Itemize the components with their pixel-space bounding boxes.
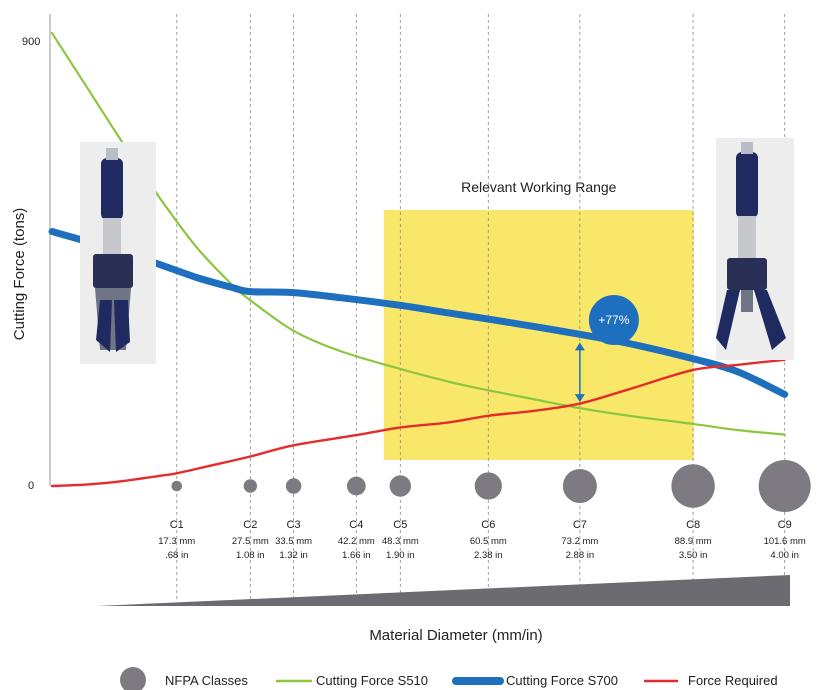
y-tick-top: 900 bbox=[22, 36, 40, 48]
class-in-label: 4.00 in bbox=[770, 550, 799, 561]
class-mm-label: 17.3 mm bbox=[158, 536, 195, 547]
nfpa-class-marker bbox=[474, 472, 502, 500]
class-name-label: C6 bbox=[481, 519, 495, 531]
nfpa-class-marker bbox=[285, 478, 302, 494]
class-mm-label: 101.6 mm bbox=[764, 536, 806, 547]
class-mm-label: 60.5 mm bbox=[470, 536, 507, 547]
class-mm-label: 42.2 mm bbox=[338, 536, 375, 547]
cutter-closed-photo bbox=[80, 142, 156, 364]
class-in-label: 1.08 in bbox=[236, 550, 265, 561]
class-name-label: C2 bbox=[243, 519, 257, 531]
class-mm-label: 27.5 mm bbox=[232, 536, 269, 547]
legend-label-s700: Cutting Force S700 bbox=[506, 673, 618, 688]
working-range-label: Relevant Working Range bbox=[461, 179, 617, 195]
arrow-head-down bbox=[574, 394, 585, 403]
class-name-label: C1 bbox=[170, 519, 184, 531]
legend-nfpa-marker bbox=[120, 667, 146, 690]
legend-label-force: Force Required bbox=[688, 673, 778, 688]
cutter-open-photo bbox=[716, 138, 794, 360]
class-in-label: .68 in bbox=[165, 550, 188, 561]
legend-label-s510: Cutting Force S510 bbox=[316, 673, 428, 688]
nfpa-class-marker bbox=[562, 468, 597, 504]
legend: NFPA Classes Cutting Force S510 Cutting … bbox=[120, 667, 778, 690]
nfpa-class-marker bbox=[389, 475, 412, 497]
percent-label: +77% bbox=[598, 313, 629, 327]
legend-label-nfpa: NFPA Classes bbox=[165, 673, 248, 688]
series-line-force-required bbox=[50, 358, 786, 488]
class-name-label: C3 bbox=[287, 519, 301, 531]
class-name-label: C7 bbox=[573, 519, 587, 531]
class-name-label: C4 bbox=[349, 519, 363, 531]
nfpa-class-marker bbox=[171, 480, 183, 492]
class-mm-label: 73.2 mm bbox=[561, 536, 598, 547]
diameter-wedge bbox=[96, 575, 790, 606]
class-in-label: 2.38 in bbox=[474, 550, 503, 561]
class-mm-label: 88.9 mm bbox=[675, 536, 712, 547]
arrow-head-up bbox=[574, 342, 585, 351]
nfpa-class-marker bbox=[671, 464, 715, 508]
class-name-label: C8 bbox=[686, 519, 700, 531]
y-axis-title: Cutting Force (tons) bbox=[11, 208, 28, 341]
class-in-label: 1.90 in bbox=[386, 550, 415, 561]
nfpa-class-marker bbox=[243, 479, 258, 493]
class-name-label: C5 bbox=[393, 519, 407, 531]
percent-bubble bbox=[588, 295, 639, 345]
class-name-label: C9 bbox=[778, 519, 792, 531]
series-line-s700 bbox=[48, 228, 789, 398]
x-axis-title: Material Diameter (mm/in) bbox=[369, 627, 542, 644]
class-in-label: 1.66 in bbox=[342, 550, 371, 561]
class-in-label: 3.50 in bbox=[679, 550, 708, 561]
class-mm-label: 48.3 mm bbox=[382, 536, 419, 547]
working-range-highlight bbox=[383, 210, 694, 460]
class-mm-label: 33.5 mm bbox=[275, 536, 312, 547]
class-in-label: 2.88 in bbox=[566, 550, 595, 561]
class-in-label: 1.32 in bbox=[279, 550, 308, 561]
difference-annotation: +77% bbox=[574, 295, 639, 403]
nfpa-class-marker bbox=[346, 476, 366, 496]
y-tick-bottom: 0 bbox=[28, 480, 34, 492]
nfpa-class-marker bbox=[758, 460, 811, 512]
